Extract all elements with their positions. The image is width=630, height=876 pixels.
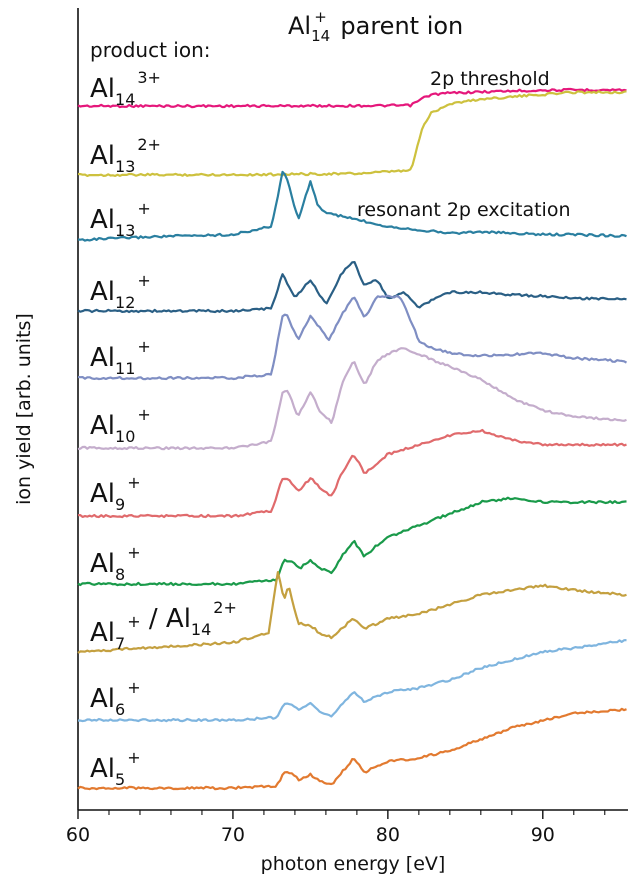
series-line	[77, 87, 627, 109]
series-line	[77, 570, 627, 654]
x-tick-label: 60	[66, 824, 90, 846]
series-line	[77, 707, 627, 791]
series-label: Al143+	[90, 68, 161, 109]
x-tick-label: 80	[376, 824, 400, 846]
series-label: Al12+	[90, 271, 151, 312]
series-line	[77, 428, 627, 519]
series-label: Al7+ / Al142+	[90, 598, 237, 653]
product-ion-annotation: product ion:	[90, 38, 211, 62]
series-label: Al11+	[90, 337, 151, 378]
axes: 60 70 80 90 photon energy [eV] ion yield [arb…	[13, 8, 628, 875]
series-line	[77, 261, 627, 314]
x-tick-label: 70	[221, 824, 245, 846]
series-line	[77, 347, 627, 451]
resonant-annotation: resonant 2p excitation	[357, 199, 571, 221]
x-axis-title: photon energy [eV]	[261, 853, 446, 875]
series-label: Al5+	[90, 748, 141, 789]
series-label: Al8+	[90, 543, 141, 584]
series-label: Al10+	[90, 405, 151, 446]
labels-layer: Al14+ parent ion product ion: 2p threshold…	[90, 8, 571, 789]
chart-title: Al14+ parent ion	[288, 8, 463, 45]
y-axis-title: ion yield [arb. units]	[13, 313, 35, 505]
series-label: Al9+	[90, 473, 141, 514]
series-layer	[77, 87, 628, 791]
series-line	[77, 170, 627, 242]
series-line	[77, 639, 627, 723]
threshold-annotation: 2p threshold	[430, 68, 550, 90]
series-label: Al13+	[90, 199, 151, 240]
series-line	[77, 496, 627, 587]
series-label: Al6+	[90, 678, 141, 719]
series-line	[77, 294, 628, 381]
series-label: Al132+	[90, 135, 161, 176]
x-tick-label: 90	[531, 824, 555, 846]
series-line	[77, 90, 627, 177]
